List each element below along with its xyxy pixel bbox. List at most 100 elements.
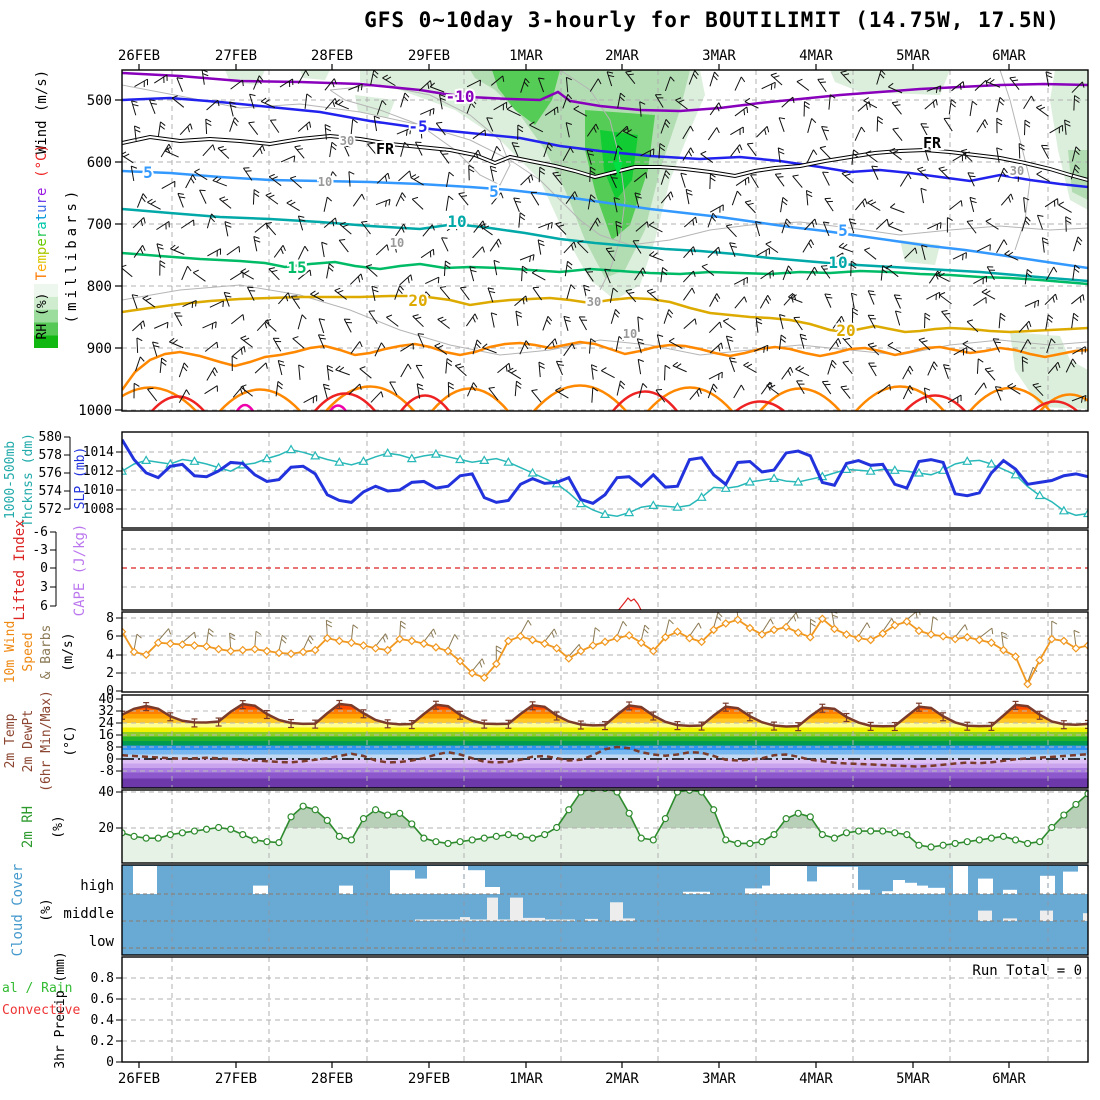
- cloud-bar-high: [882, 891, 893, 894]
- svg-text:10: 10: [390, 236, 404, 250]
- svg-text:-8: -8: [98, 764, 114, 779]
- svg-text:2MAR: 2MAR: [605, 1071, 639, 1087]
- cloud-panel: high middle low Cloud Cover (%): [10, 864, 1089, 957]
- cloud-bar-high: [928, 887, 945, 894]
- svg-text:0: 0: [106, 752, 114, 767]
- cloud-bar-high: [953, 866, 968, 894]
- svg-text:30: 30: [587, 295, 601, 309]
- svg-text:high: high: [80, 878, 114, 894]
- svg-text:600: 600: [87, 155, 112, 171]
- svg-text:RH (%): RH (%): [35, 293, 50, 340]
- svg-text:(%): (%): [51, 815, 66, 838]
- cloud-bar-high: [817, 866, 858, 894]
- svg-text:1008: 1008: [83, 502, 114, 517]
- svg-text:28FEB: 28FEB: [311, 1071, 353, 1087]
- svg-text:CAPE (J/kg): CAPE (J/kg): [72, 524, 88, 617]
- svg-text:700: 700: [87, 217, 112, 233]
- svg-text:-3: -3: [32, 543, 48, 558]
- cloud-bar-high: [745, 888, 762, 894]
- svg-text:Thcknss (dm): Thcknss (dm): [21, 433, 36, 527]
- svg-text:574: 574: [39, 484, 63, 499]
- svg-text:2: 2: [106, 666, 114, 681]
- cloud-bar-high: [427, 866, 468, 894]
- svg-text:4MAR: 4MAR: [799, 48, 833, 64]
- temp-contour: [122, 71, 1088, 113]
- cloud-bar-high: [390, 870, 415, 894]
- cloud-background: [122, 865, 1088, 955]
- cloud-bar-middle: [1083, 913, 1088, 921]
- svg-text:4: 4: [106, 648, 114, 663]
- svg-text:-10: -10: [446, 87, 475, 106]
- cloud-bar-high: [770, 866, 807, 894]
- svg-text:1MAR: 1MAR: [509, 1071, 543, 1087]
- svg-text:30: 30: [1010, 164, 1024, 178]
- cloud-bar-high: [683, 891, 710, 894]
- svg-text:0.8: 0.8: [91, 971, 114, 986]
- svg-text:1MAR: 1MAR: [509, 48, 543, 64]
- rh-legend-swatch: [34, 296, 58, 310]
- rh-legend-swatch: [34, 335, 58, 348]
- svg-text:& Barbs: & Barbs: [39, 625, 54, 680]
- cloud-bar-middle: [523, 917, 545, 921]
- temp-contour: [122, 96, 1088, 189]
- cloud-bar-middle: [545, 919, 575, 921]
- svg-text:Cloud Cover: Cloud Cover: [10, 864, 26, 957]
- svg-text:1012: 1012: [83, 464, 114, 479]
- temp-contour: [122, 340, 1088, 391]
- svg-text:5MAR: 5MAR: [896, 48, 930, 64]
- svg-text:6: 6: [106, 629, 114, 644]
- svg-text:28FEB: 28FEB: [311, 48, 353, 64]
- svg-text:10: 10: [828, 253, 847, 272]
- svg-text:6: 6: [40, 599, 48, 614]
- svg-text:29FEB: 29FEB: [408, 48, 450, 64]
- upper-wind-barbs: [122, 70, 1087, 404]
- svg-text:500: 500: [87, 93, 112, 109]
- temp-contour: [122, 294, 1088, 334]
- cloud-bar-high: [133, 866, 157, 894]
- dewpoint-line: [122, 745, 1088, 768]
- svg-text:Speed: Speed: [21, 632, 36, 671]
- svg-text:2MAR: 2MAR: [605, 48, 639, 64]
- svg-text:40: 40: [98, 785, 114, 800]
- svg-text:(m/s): (m/s): [61, 632, 76, 671]
- cloud-bar-middle: [610, 902, 623, 921]
- svg-text:0: 0: [40, 561, 48, 576]
- svg-text:3: 3: [40, 580, 48, 595]
- svg-text:3MAR: 3MAR: [702, 48, 736, 64]
- svg-text:5: 5: [489, 182, 499, 201]
- svg-text:2m DewPt: 2m DewPt: [21, 710, 36, 773]
- rh2m-panel: 40 20 2m RH (%): [20, 785, 1089, 864]
- cloud-bar-high: [858, 889, 870, 894]
- svg-text:30: 30: [340, 134, 354, 148]
- cloud-bar-middle: [470, 919, 487, 921]
- svg-text:27FEB: 27FEB: [215, 1071, 257, 1087]
- cloud-bar-high: [339, 885, 353, 894]
- svg-text:-5: -5: [408, 117, 427, 136]
- upper-air-panel: 30 10 10 30 30 10 -10 -5 5 5 5 10 10 15 20 20 FR FR 500 600…: [34, 69, 1089, 419]
- svg-text:578: 578: [39, 448, 62, 463]
- svg-text:0: 0: [106, 684, 114, 699]
- li-spike: [617, 597, 642, 610]
- svg-text:low: low: [89, 934, 115, 950]
- svg-text:26FEB: 26FEB: [118, 48, 160, 64]
- cloud-bar-high: [807, 881, 817, 894]
- svg-text:1014: 1014: [83, 445, 114, 460]
- temp2m-line: [122, 702, 1088, 728]
- rh-shading: [300, 70, 330, 80]
- cloud-bar-high: [253, 885, 268, 894]
- svg-text:SLP (mb): SLP (mb): [73, 447, 88, 510]
- green-marker: [613, 162, 623, 176]
- svg-text:572: 572: [39, 502, 62, 517]
- cloud-bar-middle: [460, 917, 470, 921]
- svg-text:5: 5: [143, 163, 153, 182]
- temp-contour: [122, 251, 1088, 286]
- cloud-bar-middle: [415, 919, 460, 921]
- svg-text:2m RH: 2m RH: [20, 806, 36, 848]
- cloud-bar-middle: [498, 919, 510, 921]
- svg-text:20: 20: [408, 291, 427, 310]
- svg-text:2m Temp: 2m Temp: [3, 713, 18, 768]
- svg-text:8: 8: [106, 740, 114, 755]
